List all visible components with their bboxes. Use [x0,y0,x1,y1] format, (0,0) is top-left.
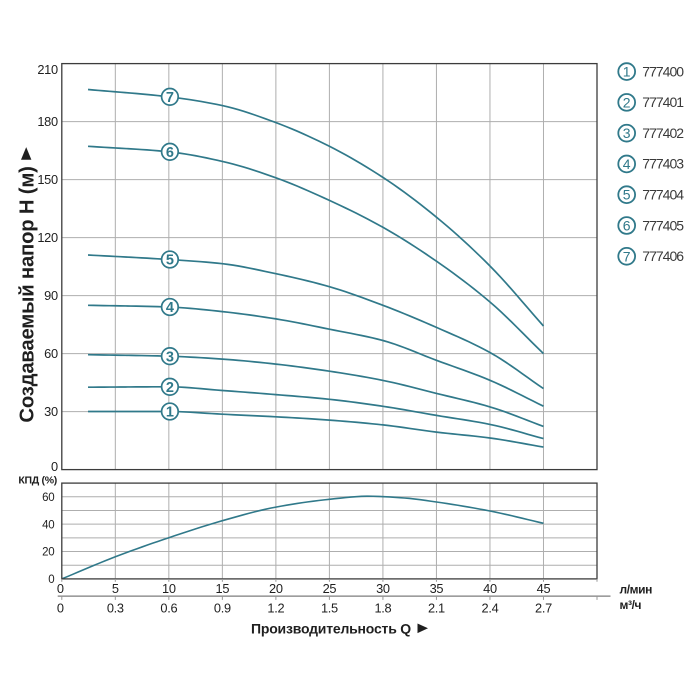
svg-text:2: 2 [166,380,174,396]
svg-text:90: 90 [44,288,58,303]
svg-text:2.7: 2.7 [535,601,552,616]
svg-text:5: 5 [166,253,174,269]
svg-text:25: 25 [323,581,337,596]
svg-text:Производительность Q: Производительность Q [251,620,411,636]
svg-text:7: 7 [166,90,174,106]
svg-text:5: 5 [623,187,631,203]
svg-text:КПД (%): КПД (%) [18,475,57,487]
svg-text:2: 2 [623,94,631,110]
svg-text:777404: 777404 [642,187,684,203]
svg-text:6: 6 [166,145,174,161]
svg-text:1: 1 [623,64,631,80]
svg-text:м³/ч: м³/ч [620,598,642,612]
svg-text:6: 6 [623,218,631,234]
svg-text:60: 60 [44,346,58,361]
svg-text:5: 5 [112,581,119,596]
svg-text:30: 30 [44,404,58,419]
svg-text:0.6: 0.6 [160,601,177,616]
svg-text:1.5: 1.5 [321,601,338,616]
svg-text:л/мин: л/мин [620,582,653,596]
svg-text:2.1: 2.1 [428,601,445,616]
svg-text:30: 30 [376,581,390,596]
svg-text:15: 15 [216,581,230,596]
svg-text:20: 20 [269,581,283,596]
svg-text:777406: 777406 [642,248,684,264]
svg-text:0.3: 0.3 [107,601,124,616]
svg-text:Создаваемый напор H (м): Создаваемый напор H (м) [17,166,39,422]
svg-text:40: 40 [42,519,54,531]
svg-text:35: 35 [430,581,444,596]
svg-text:1.2: 1.2 [267,601,284,616]
svg-text:2.4: 2.4 [482,601,499,616]
svg-text:777400: 777400 [642,63,684,79]
svg-text:60: 60 [42,492,54,504]
svg-text:4: 4 [166,300,174,316]
svg-text:1.8: 1.8 [374,601,391,616]
svg-text:0.9: 0.9 [214,601,231,616]
svg-text:1: 1 [166,405,174,421]
svg-text:777402: 777402 [642,125,684,141]
svg-text:777401: 777401 [642,94,684,110]
svg-text:45: 45 [537,581,551,596]
svg-text:10: 10 [162,581,176,596]
svg-text:4: 4 [623,156,631,172]
svg-text:210: 210 [37,62,58,77]
svg-text:0: 0 [48,574,54,586]
svg-text:777403: 777403 [642,156,684,172]
svg-text:7: 7 [623,248,631,264]
svg-text:40: 40 [483,581,497,596]
svg-text:3: 3 [623,125,631,141]
svg-text:120: 120 [37,230,58,245]
svg-text:0: 0 [51,459,58,474]
svg-text:0: 0 [57,601,64,616]
svg-text:777405: 777405 [642,217,684,233]
svg-text:150: 150 [37,172,58,187]
svg-text:0: 0 [57,581,64,596]
svg-text:180: 180 [37,114,58,129]
svg-text:20: 20 [42,547,54,559]
svg-text:3: 3 [166,349,174,365]
